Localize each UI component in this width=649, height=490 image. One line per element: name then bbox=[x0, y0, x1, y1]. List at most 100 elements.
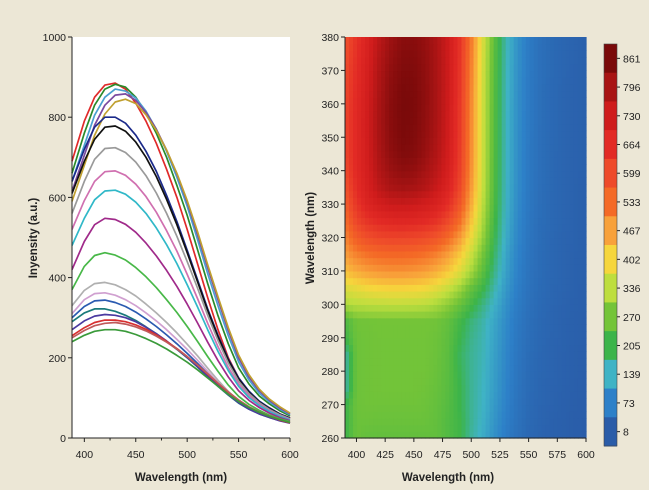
heatmap-cell bbox=[353, 210, 358, 219]
heatmap-cell bbox=[501, 237, 507, 245]
heatmap-cell bbox=[433, 371, 438, 379]
heatmap-cell bbox=[345, 344, 350, 352]
heatmap-cell bbox=[357, 43, 362, 51]
heatmap-cell bbox=[497, 357, 503, 366]
heatmap-cell bbox=[533, 371, 539, 379]
heatmap-cell bbox=[553, 317, 559, 325]
heatmap-cell bbox=[397, 177, 402, 185]
heatmap-cell bbox=[561, 290, 567, 299]
heatmap-cell bbox=[521, 190, 527, 198]
heatmap-cell bbox=[545, 50, 551, 58]
heatmap-cell bbox=[377, 150, 382, 158]
heatmap-cell bbox=[365, 210, 370, 219]
heatmap-cell bbox=[565, 77, 571, 85]
heatmap-cell bbox=[397, 83, 402, 92]
heatmap-cell bbox=[441, 43, 447, 51]
heatmap-cell bbox=[533, 237, 539, 245]
heatmap-cell bbox=[541, 357, 547, 366]
heatmap-cell bbox=[509, 304, 515, 312]
heatmap-cell bbox=[569, 377, 575, 386]
heatmap-cell bbox=[389, 37, 394, 45]
heatmap-cell bbox=[477, 377, 483, 386]
heatmap-cell bbox=[569, 197, 575, 205]
heatmap-cell bbox=[465, 63, 471, 72]
heatmap-cell bbox=[361, 304, 366, 312]
heatmap-cell bbox=[525, 83, 531, 92]
heatmap-cell bbox=[537, 204, 543, 212]
heatmap-cell bbox=[457, 217, 463, 225]
heatmap-cell bbox=[477, 83, 483, 92]
heatmap-cell bbox=[489, 110, 495, 118]
heatmap-cell bbox=[417, 184, 422, 192]
heatmap-cell bbox=[513, 377, 519, 386]
heatmap-cell bbox=[521, 117, 527, 125]
heatmap-cell bbox=[493, 163, 499, 172]
heatmap-cell bbox=[581, 364, 587, 372]
heatmap-cell bbox=[437, 270, 442, 279]
heatmap-cell bbox=[533, 117, 539, 125]
heatmap-cell bbox=[481, 237, 487, 245]
heatmap-cell bbox=[465, 97, 471, 105]
heatmap-cell bbox=[461, 304, 467, 312]
heatmap-cell bbox=[521, 103, 527, 112]
heatmap-cell bbox=[417, 130, 422, 138]
heatmap-cell bbox=[369, 431, 374, 439]
heatmap-cell bbox=[573, 143, 579, 152]
heatmap-cell bbox=[553, 431, 559, 439]
heatmap-cell bbox=[525, 304, 531, 312]
heatmap-cell bbox=[557, 83, 563, 92]
heatmap-cell bbox=[417, 371, 422, 379]
heatmap-cell bbox=[453, 424, 459, 432]
heatmap-cell bbox=[513, 110, 519, 118]
heatmap-cell bbox=[473, 297, 479, 305]
heatmap-cell bbox=[461, 250, 467, 259]
heatmap-cell bbox=[345, 163, 350, 172]
heatmap-cell bbox=[521, 50, 527, 58]
heatmap-cell bbox=[401, 137, 406, 145]
heatmap-cell bbox=[409, 110, 414, 118]
heatmap-cell bbox=[517, 184, 523, 192]
heatmap-cell bbox=[577, 184, 583, 192]
heatmap-cell bbox=[497, 150, 503, 158]
heatmap-cell bbox=[545, 190, 551, 198]
heatmap-cell bbox=[569, 237, 575, 245]
heatmap-cell bbox=[501, 257, 507, 265]
heatmap-cell bbox=[453, 344, 459, 352]
heatmap-cell bbox=[445, 143, 451, 152]
heatmap-cell bbox=[469, 397, 475, 406]
heatmap-cell bbox=[569, 110, 575, 118]
heatmap-cell bbox=[469, 197, 475, 205]
heatmap-cell bbox=[441, 117, 447, 125]
heatmap-cell bbox=[553, 43, 559, 51]
heatmap-cell bbox=[561, 324, 567, 332]
heatmap-cell bbox=[461, 431, 467, 439]
heatmap-cell bbox=[533, 290, 539, 299]
heatmap-cell bbox=[461, 177, 467, 185]
heatmap-cell bbox=[433, 90, 438, 98]
heatmap-cell bbox=[425, 324, 430, 332]
heatmap-cell bbox=[513, 371, 519, 379]
heatmap-cell bbox=[385, 50, 390, 58]
heatmap-cell bbox=[445, 411, 451, 419]
heatmap-cell bbox=[393, 424, 398, 432]
heatmap-cell bbox=[573, 290, 579, 299]
heatmap-cell bbox=[353, 277, 358, 285]
heatmap-cell bbox=[365, 230, 370, 239]
heatmap-cell bbox=[521, 137, 527, 145]
heatmap-cell bbox=[525, 404, 531, 412]
heatmap-cell bbox=[469, 424, 475, 432]
heatmap-cell bbox=[433, 77, 438, 85]
heatmap-cell bbox=[409, 137, 414, 145]
heatmap-cell bbox=[389, 103, 394, 112]
heatmap-x-tick-label: 400 bbox=[348, 449, 366, 461]
heatmap-cell bbox=[493, 431, 499, 439]
heatmap-cell bbox=[553, 63, 559, 72]
heatmap-cell bbox=[561, 117, 567, 125]
heatmap-cell bbox=[377, 250, 382, 259]
heatmap-cell bbox=[393, 250, 398, 259]
heatmap-cell bbox=[453, 230, 459, 239]
heatmap-cell bbox=[357, 431, 362, 439]
heatmap-cell bbox=[533, 50, 539, 58]
heatmap-cell bbox=[409, 257, 414, 265]
heatmap-cell bbox=[425, 244, 430, 252]
